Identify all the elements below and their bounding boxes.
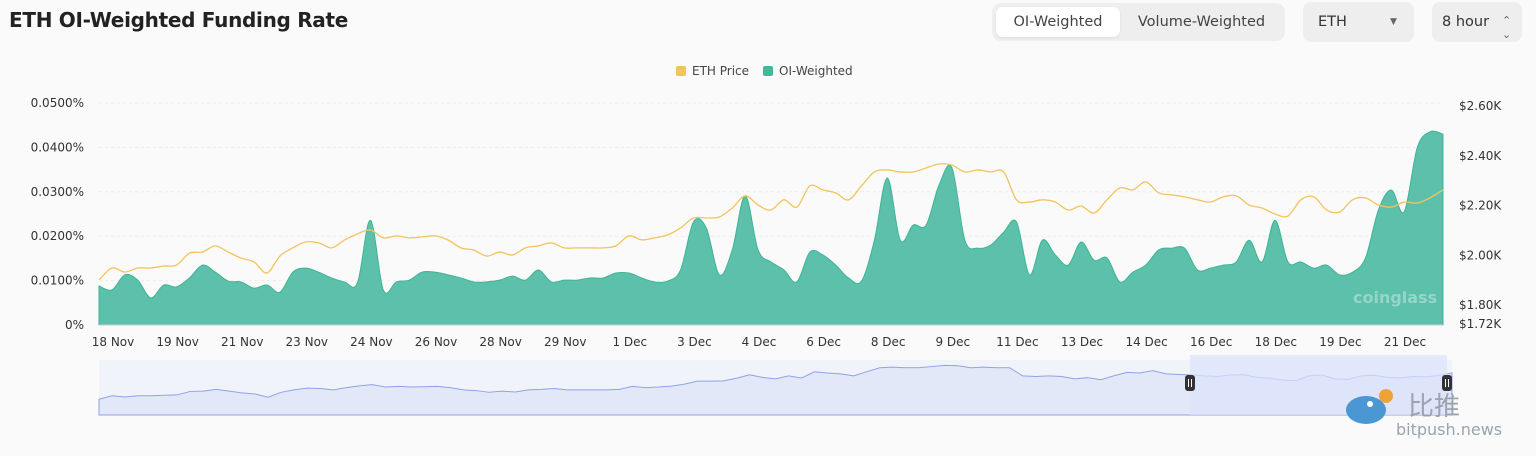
- x-tick-label: 3 Dec: [677, 335, 712, 349]
- bitpush-text: bitpush.news: [1396, 420, 1503, 439]
- coin-select-value: ETH: [1318, 14, 1347, 30]
- caret-down-icon: ▼: [1390, 17, 1397, 27]
- y-left-tick-label: 0.0200%: [31, 229, 84, 243]
- price-line: [98, 163, 1444, 281]
- x-tick-label: 23 Nov: [286, 335, 329, 349]
- y-left-tick-label: 0%: [65, 318, 84, 332]
- x-tick-label: 13 Dec: [1061, 335, 1103, 349]
- tab-oi-weighted[interactable]: OI-Weighted: [996, 7, 1120, 37]
- y-left-tick-label: 0.0500%: [31, 96, 84, 110]
- legend-label: OI-Weighted: [779, 64, 853, 78]
- x-tick-label: 21 Nov: [221, 335, 264, 349]
- navigator-handle-right[interactable]: [1442, 375, 1452, 391]
- legend-swatch-price: [676, 66, 686, 76]
- x-tick-label: 29 Nov: [544, 335, 587, 349]
- x-tick-label: 18 Nov: [92, 335, 135, 349]
- funding-area: [98, 130, 1444, 326]
- chart-legend: ETH Price OI-Weighted: [676, 64, 853, 78]
- bird-logo-icon: [1346, 389, 1393, 424]
- x-tick-label: 4 Dec: [742, 335, 777, 349]
- x-tick-label: 21 Dec: [1384, 335, 1426, 349]
- navigator[interactable]: [98, 355, 1453, 416]
- x-tick-label: 11 Dec: [996, 335, 1038, 349]
- y-right-tick-label: $2.40K: [1459, 149, 1502, 163]
- interval-select-value: 8 hour: [1442, 14, 1490, 30]
- weighting-toggle: OI-Weighted Volume-Weighted: [992, 3, 1285, 41]
- legend-item-eth-price[interactable]: ETH Price: [676, 64, 749, 78]
- coinglass-watermark: coinglass: [1353, 288, 1437, 307]
- x-tick-label: 26 Nov: [415, 335, 458, 349]
- up-down-chevron-icon: ⌃ ⌄: [1502, 14, 1512, 41]
- y-left-tick-label: 0.0100%: [31, 274, 84, 288]
- tab-volume-weighted[interactable]: Volume-Weighted: [1137, 14, 1266, 30]
- navigator-selection: [1190, 355, 1447, 415]
- x-tick-label: 19 Dec: [1319, 335, 1361, 349]
- x-tick-label: 19 Nov: [156, 335, 199, 349]
- x-tick-label: 24 Nov: [350, 335, 393, 349]
- x-tick-label: 28 Nov: [479, 335, 522, 349]
- x-tick-label: 14 Dec: [1125, 335, 1167, 349]
- y-left-tick-label: 0.0300%: [31, 185, 84, 199]
- coin-select[interactable]: ETH ▼: [1303, 2, 1414, 42]
- y-right-tick-label: $1.80K: [1459, 298, 1502, 312]
- y-left-tick-label: 0.0400%: [31, 140, 84, 154]
- y-right-tick-label: $2.60K: [1459, 99, 1502, 113]
- x-tick-label: 9 Dec: [935, 335, 970, 349]
- x-tick-label: 16 Dec: [1190, 335, 1232, 349]
- legend-label: ETH Price: [692, 64, 750, 78]
- y-right-tick-label: $1.72K: [1459, 317, 1502, 331]
- legend-item-oi-weighted[interactable]: OI-Weighted: [763, 64, 853, 78]
- x-tick-label: 1 Dec: [612, 335, 647, 349]
- bitpush-cn-text: 比推: [1408, 392, 1461, 422]
- x-tick-label: 6 Dec: [806, 335, 841, 349]
- y-right-tick-label: $2.00K: [1459, 248, 1502, 262]
- x-tick-label: 8 Dec: [871, 335, 906, 349]
- x-tick-label: 18 Dec: [1255, 335, 1297, 349]
- page-title: ETH OI-Weighted Funding Rate: [9, 8, 349, 32]
- interval-select[interactable]: 8 hour ⌃ ⌄: [1432, 2, 1522, 42]
- legend-swatch-funding: [763, 66, 774, 76]
- y-right-tick-label: $2.20K: [1459, 199, 1502, 213]
- navigator-handle-left[interactable]: [1185, 375, 1195, 391]
